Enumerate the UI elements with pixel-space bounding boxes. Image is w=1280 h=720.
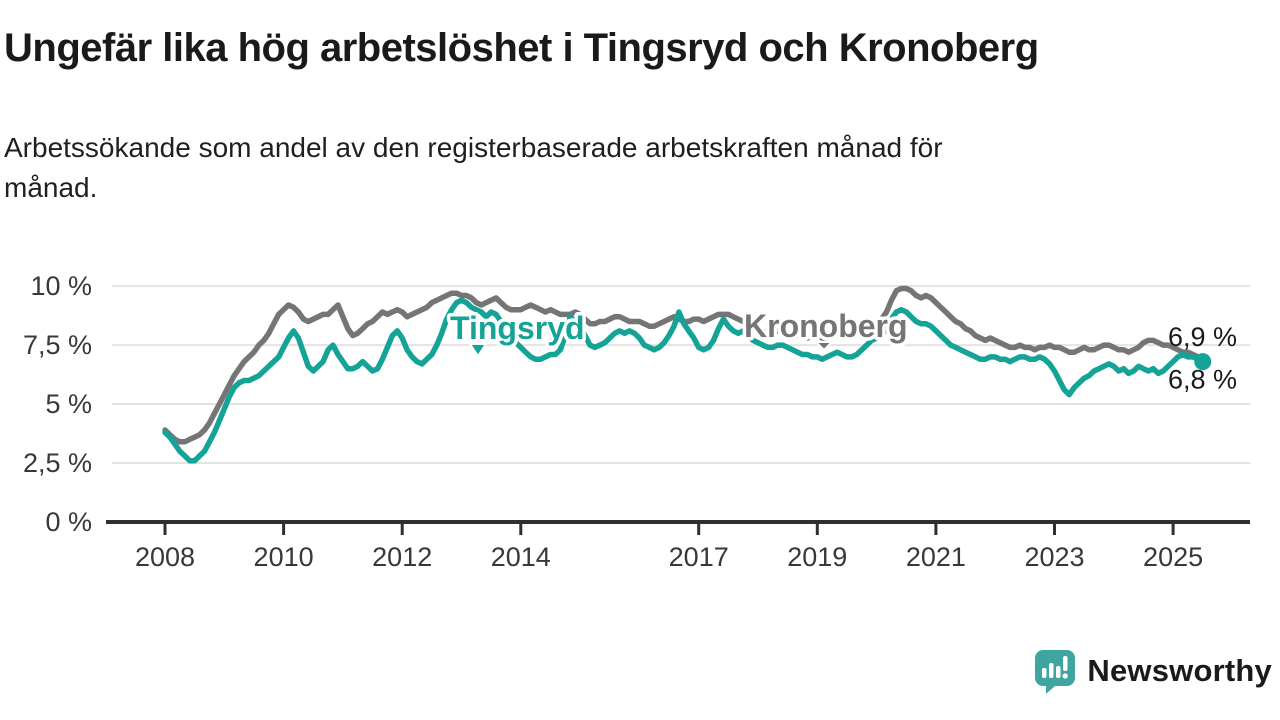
y-tick-label: 10 % (30, 271, 92, 301)
subtitle-line-2: månad. (4, 172, 98, 203)
series-label-pointer-kronoberg (813, 341, 835, 352)
x-tick-label: 2019 (787, 542, 847, 572)
x-tick-label: 2017 (669, 542, 729, 572)
newsworthy-logo: Newsworthy (1033, 648, 1272, 694)
x-tick-label: 2025 (1143, 542, 1203, 572)
y-tick-label: 5 % (45, 389, 92, 419)
newsworthy-logo-text: Newsworthy (1087, 653, 1272, 688)
series-label-kronoberg: Kronoberg (744, 308, 908, 344)
end-value-label-kronoberg: 6,9 % (1168, 322, 1237, 352)
x-tick-label: 2023 (1024, 542, 1084, 572)
end-value-label-tingsryd: 6,8 % (1168, 365, 1237, 395)
series-line-tingsryd (162, 297, 1206, 464)
x-tick-label: 2012 (372, 542, 432, 572)
y-tick-label: 7,5 % (23, 330, 92, 360)
series-end-dot-tingsryd (1194, 353, 1212, 371)
series-label-pointer-tingsryd (468, 343, 488, 358)
y-tick-label: 2,5 % (23, 448, 92, 478)
subtitle-line-1: Arbetssökande som andel av den registerb… (4, 132, 943, 163)
x-tick-label: 2014 (491, 542, 551, 572)
page-subtitle: Arbetssökande som andel av den registerb… (4, 128, 943, 208)
series-label-tingsryd: Tingsryd (450, 310, 585, 346)
y-tick-label: 0 % (45, 507, 92, 537)
x-tick-label: 2008 (135, 542, 195, 572)
x-tick-label: 2010 (254, 542, 314, 572)
page-title: Ungefär lika hög arbetslöshet i Tingsryd… (4, 26, 1039, 70)
newsworthy-logo-icon (1035, 650, 1076, 694)
x-tick-label: 2021 (906, 542, 966, 572)
